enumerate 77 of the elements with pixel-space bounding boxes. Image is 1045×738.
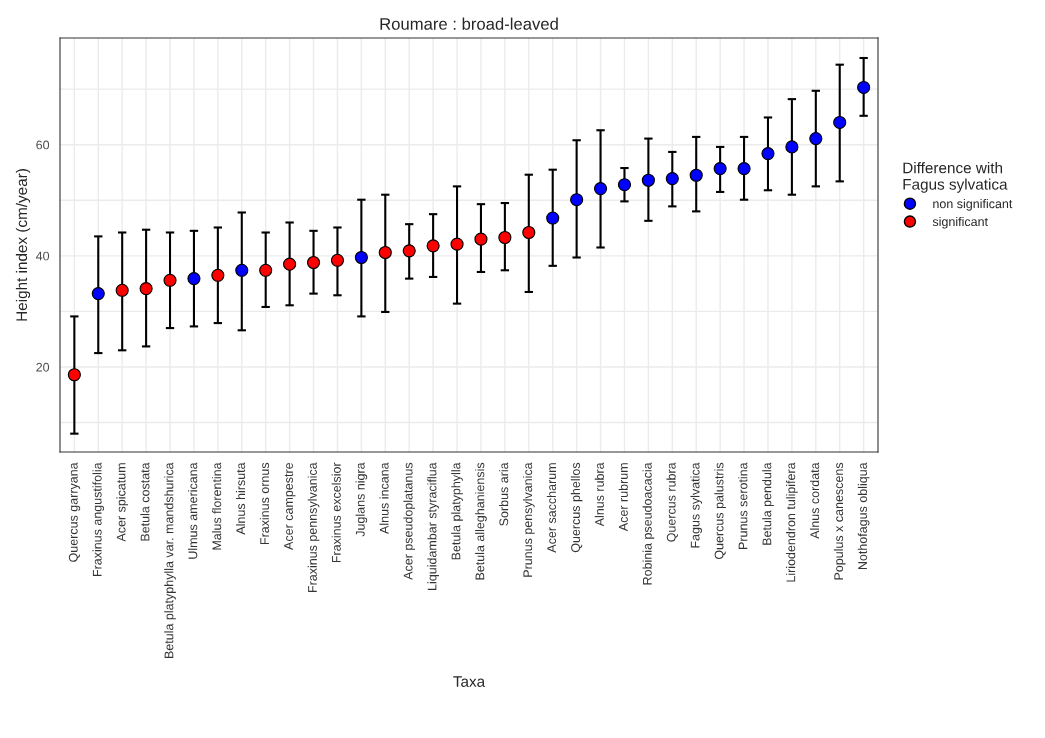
point <box>737 162 751 176</box>
x-tick-label: Betula costata <box>140 462 150 541</box>
point <box>570 193 584 207</box>
point <box>546 211 560 225</box>
y-tick-label: 20 <box>36 362 50 372</box>
point <box>187 272 201 286</box>
x-tick-label: Betula alleghaniensis <box>475 462 487 580</box>
x-tick-label: Acer saccharum <box>546 463 557 553</box>
x-tick-label: Ulmus americana <box>188 462 198 559</box>
point <box>402 244 416 258</box>
y-tick-label: 60 <box>36 140 50 150</box>
x-tick-label: Acer campestre <box>284 462 296 550</box>
x-tick-label: Alnus hirsuta <box>235 462 246 535</box>
x-tick-label: Alnus cordata <box>809 462 820 539</box>
x-tick-label: Malus florentina <box>212 462 222 550</box>
point <box>235 263 249 277</box>
point <box>163 273 177 287</box>
x-tick-label: Acer pseudoplatanus <box>403 462 416 580</box>
x-tick-label: Betula platyphylla var. mandshurica <box>164 462 176 659</box>
point <box>593 182 608 196</box>
x-tick-label: Alnus incana <box>379 462 389 534</box>
x-tick-label: Liriodendron tulipifera <box>786 462 798 582</box>
x-tick-label: Betula pendula <box>762 462 774 545</box>
point <box>330 253 345 267</box>
x-tick-label: Fraxinus pennsylvanica <box>307 462 320 592</box>
x-tick-label: Fraxinus angustifolia <box>92 462 105 577</box>
point <box>283 257 297 271</box>
x-axis-title: Taxa <box>453 676 486 687</box>
point <box>785 140 799 154</box>
x-tick-label: Quercus garryana <box>68 462 81 562</box>
point <box>306 255 321 270</box>
x-tick-label: Alnus rubra <box>594 462 604 527</box>
y-axis-title: Height index (cm/year) <box>15 169 31 321</box>
point <box>67 368 81 382</box>
point <box>139 282 153 296</box>
legend-title: Difference with Fagus sylvatica <box>903 162 1008 193</box>
y-tick-label: 40 <box>35 251 50 261</box>
x-tick-label: Fagus sylvatica <box>690 462 703 548</box>
x-tick-label: Robinia pseudoacacia <box>642 462 655 585</box>
point <box>665 172 679 186</box>
point <box>833 115 847 130</box>
point <box>354 250 368 265</box>
point <box>522 225 536 240</box>
point <box>115 283 129 297</box>
point <box>857 80 871 95</box>
point <box>761 147 775 161</box>
x-tick-label: Acer spicatum <box>116 463 129 542</box>
legend-label: non significant <box>933 199 1013 211</box>
point <box>617 178 632 192</box>
point <box>713 162 727 176</box>
x-tick-label: Prunus pensylvanica <box>522 462 535 577</box>
x-tick-label: Populus x canescens <box>833 462 846 580</box>
x-tick-label: Prunus serotina <box>738 462 748 549</box>
x-tick-label: Sorbus aria <box>499 462 509 526</box>
x-tick-label: Quercus palustris <box>714 462 726 560</box>
x-tick-label: Juglans nigra <box>355 462 368 537</box>
point <box>689 168 703 182</box>
point <box>474 232 488 246</box>
legend-label: significant <box>932 216 988 229</box>
point <box>211 268 225 282</box>
x-tick-label: Betula platyphylla <box>451 462 463 560</box>
point <box>259 263 273 277</box>
chart-title: Roumare : broad-leaved <box>380 17 558 30</box>
x-tick-label: Quercus phellos <box>570 462 583 553</box>
x-tick-label: Liquidambar styraciflua <box>427 462 439 590</box>
point <box>450 237 464 251</box>
point <box>498 230 512 245</box>
point <box>809 132 823 146</box>
x-tick-label: Quercus rubra <box>666 462 678 542</box>
point <box>426 239 440 253</box>
point <box>641 173 655 187</box>
x-tick-label: Acer rubrum <box>618 463 628 532</box>
x-tick-label: Fraxinus ornus <box>259 462 270 545</box>
point <box>91 287 105 301</box>
x-tick-label: Nothofagus obliqua <box>857 462 870 570</box>
point <box>378 245 392 260</box>
x-tick-label: Fraxinus excelsior <box>331 462 341 563</box>
